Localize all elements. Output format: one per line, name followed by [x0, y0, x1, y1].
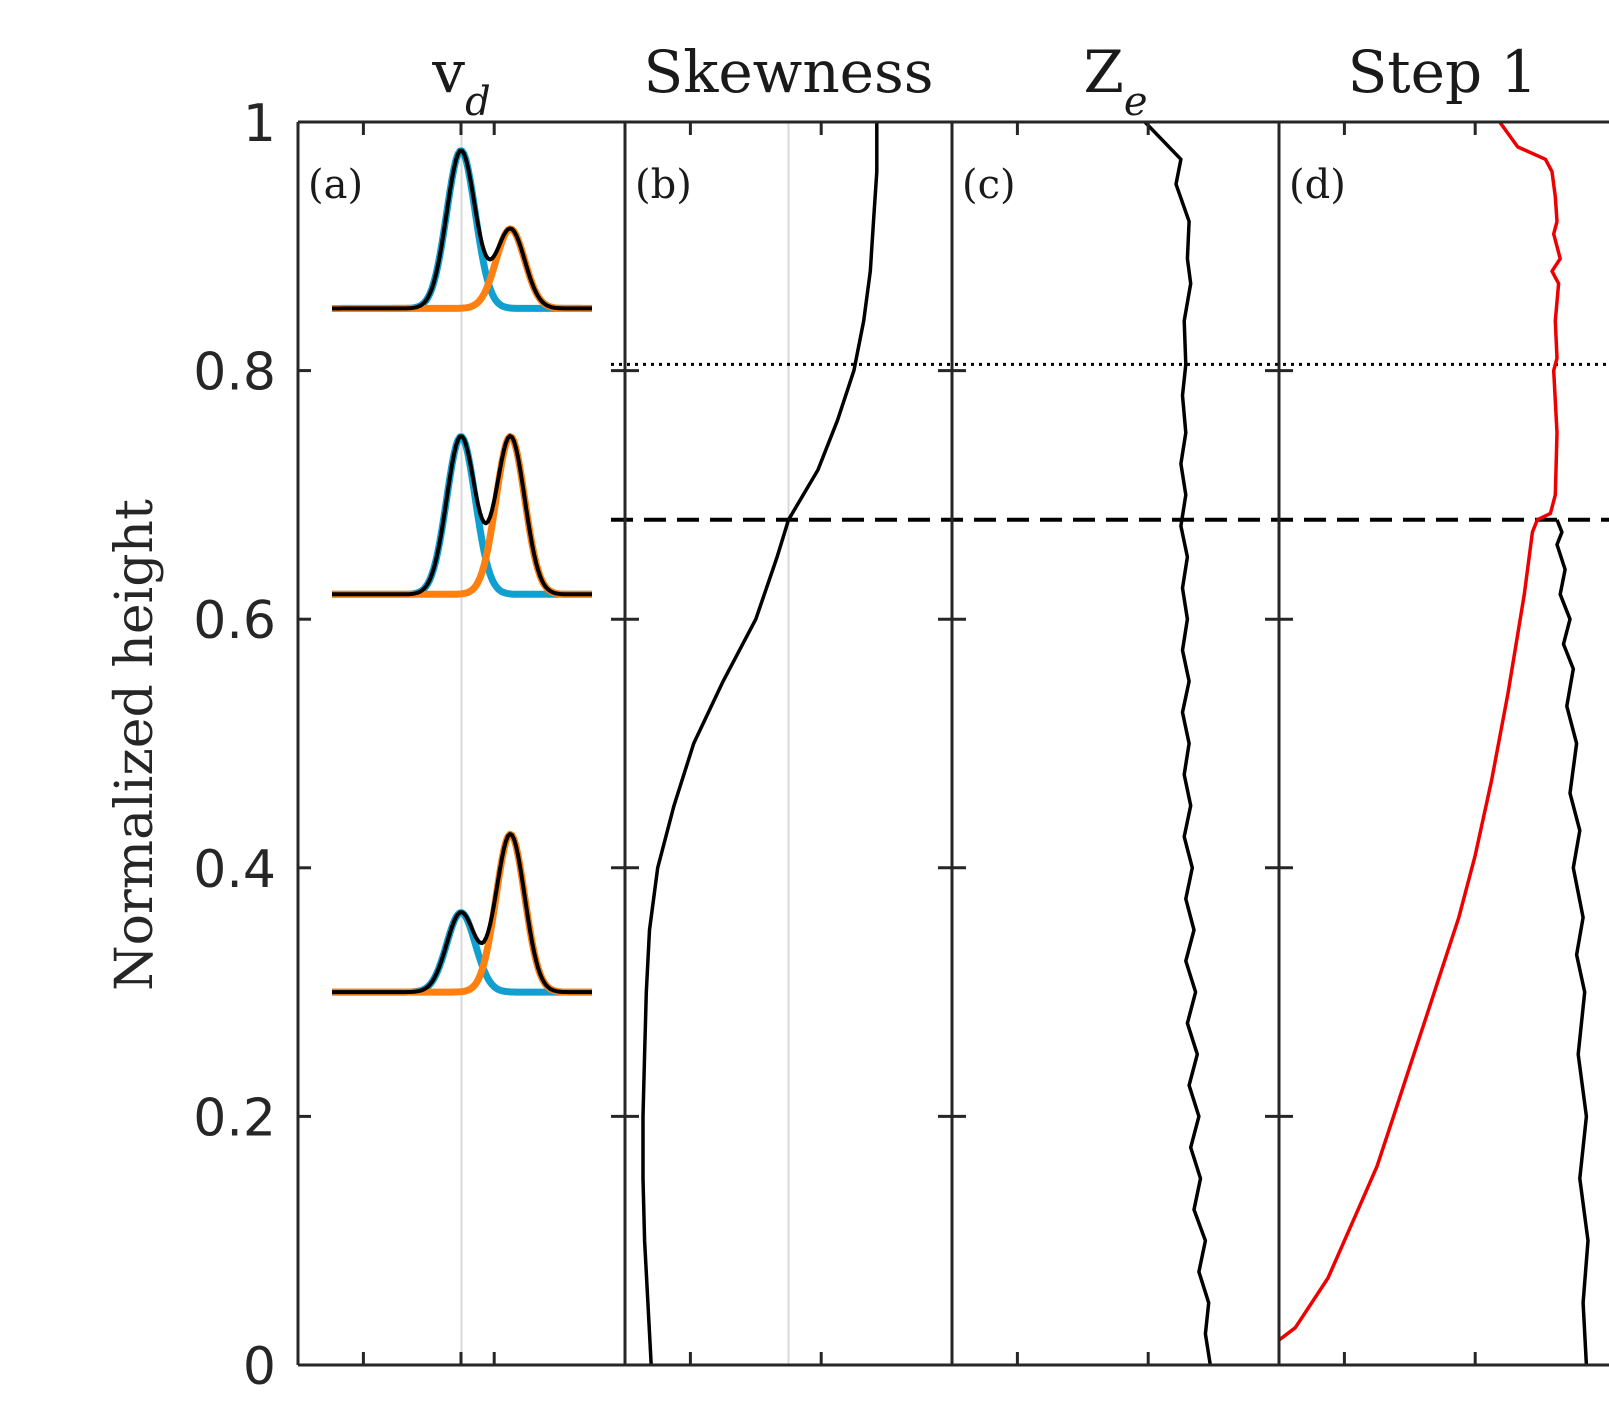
y-tick-label-3: 0.6 — [193, 591, 276, 651]
panel-b-title: Skewness — [643, 38, 933, 106]
series-d-black_line — [1555, 519, 1590, 1366]
text-layer: 0 0.2 0.4 0.6 0.8 1 vd (a) Skewness (b) Ze (c) Step … — [193, 38, 1537, 1397]
panel-d-label: (d) — [1289, 162, 1346, 208]
y-axis-label: Normalized height — [105, 499, 165, 991]
series-layer — [330, 120, 1590, 1366]
series-c-black_line — [1143, 120, 1213, 1366]
reference-line-layer — [611, 362, 1609, 522]
axes-layer — [296, 120, 1609, 1367]
y-tick-label-2: 0.4 — [193, 840, 276, 900]
panel-a-label: (a) — [308, 162, 363, 208]
spectrum-0-total — [332, 148, 592, 311]
y-tick-label-1: 0.2 — [193, 1088, 276, 1148]
series-d-red — [1277, 120, 1562, 1342]
panel-c-title-subscript: e — [1124, 79, 1148, 125]
panel-c-label: (c) — [962, 162, 1016, 208]
series-b-black_line — [641, 122, 879, 1366]
panel-d-title: Step 1 — [1348, 38, 1538, 106]
spectrum-1-total — [332, 434, 592, 597]
panel-c-title: Ze — [1084, 38, 1148, 125]
y-tick-label-5: 1 — [243, 94, 276, 154]
panel-a-title: vd — [431, 38, 490, 125]
spectrum-2-total — [332, 832, 592, 995]
panel-a-title-subscript: d — [465, 79, 491, 125]
y-tick-label-4: 0.8 — [193, 343, 276, 403]
gridline-layer — [460, 122, 790, 1365]
panel-b-label: (b) — [635, 162, 692, 208]
y-tick-label-0: 0 — [243, 1337, 276, 1397]
